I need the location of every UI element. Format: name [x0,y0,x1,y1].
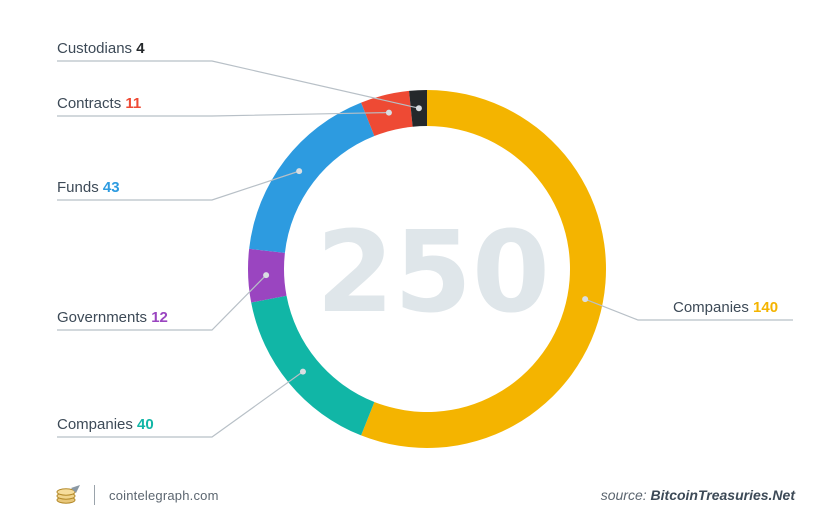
slice-label-value-4: 11 [125,95,141,112]
slice-label-name-2: Governments [57,309,151,326]
site-name: cointelegraph.com [109,487,219,503]
slice-label-value-2: 12 [151,309,168,326]
leader-line-3 [57,170,300,201]
leader-dot-0 [582,296,589,303]
slice-label-name-4: Contracts [57,95,125,112]
donut-slices [247,90,606,448]
slice-label-name-5: Custodians [57,40,136,57]
slice-label-name-1: Companies [57,416,137,433]
leader-dot-3 [296,168,303,175]
leader-dot-4 [385,109,392,116]
leader-line-1 [57,371,304,438]
slice-label-3: Funds 43 [57,179,120,196]
leader-dot-2 [263,272,270,279]
source-credit: source: BitcoinTreasuries.Net [601,487,795,503]
footer-branding: cointelegraph.com [54,483,219,507]
source-prefix: source: [600,487,647,503]
slice-label-2: Governments 12 [57,309,168,326]
slice-label-0: Companies 140 [673,299,778,316]
slice-label-name-3: Funds [57,179,103,196]
slice-label-value-3: 43 [103,179,120,196]
leader-dot-5 [415,105,422,112]
slice-companies-1 [251,295,375,436]
leader-line-5 [57,60,420,109]
footer-separator [94,485,95,505]
leader-dot-1 [299,368,306,375]
slice-companies-0 [361,90,606,448]
slice-label-name-0: Companies [673,299,753,316]
leader-line-4 [57,111,389,117]
cointelegraph-logo-icon [56,485,80,504]
leader-line-2 [57,274,267,331]
slice-label-value-5: 4 [136,40,145,57]
leader-line-0 [584,298,793,321]
slice-label-1: Companies 40 [57,416,154,433]
slice-funds-3 [249,102,375,253]
slice-label-value-1: 40 [137,416,154,433]
slice-label-5: Custodians 4 [57,40,145,57]
center-total: 250 [316,208,550,338]
slice-label-value-0: 140 [753,299,778,316]
source-name: BitcoinTreasuries.Net [650,487,795,503]
slice-label-4: Contracts 11 [57,95,141,112]
